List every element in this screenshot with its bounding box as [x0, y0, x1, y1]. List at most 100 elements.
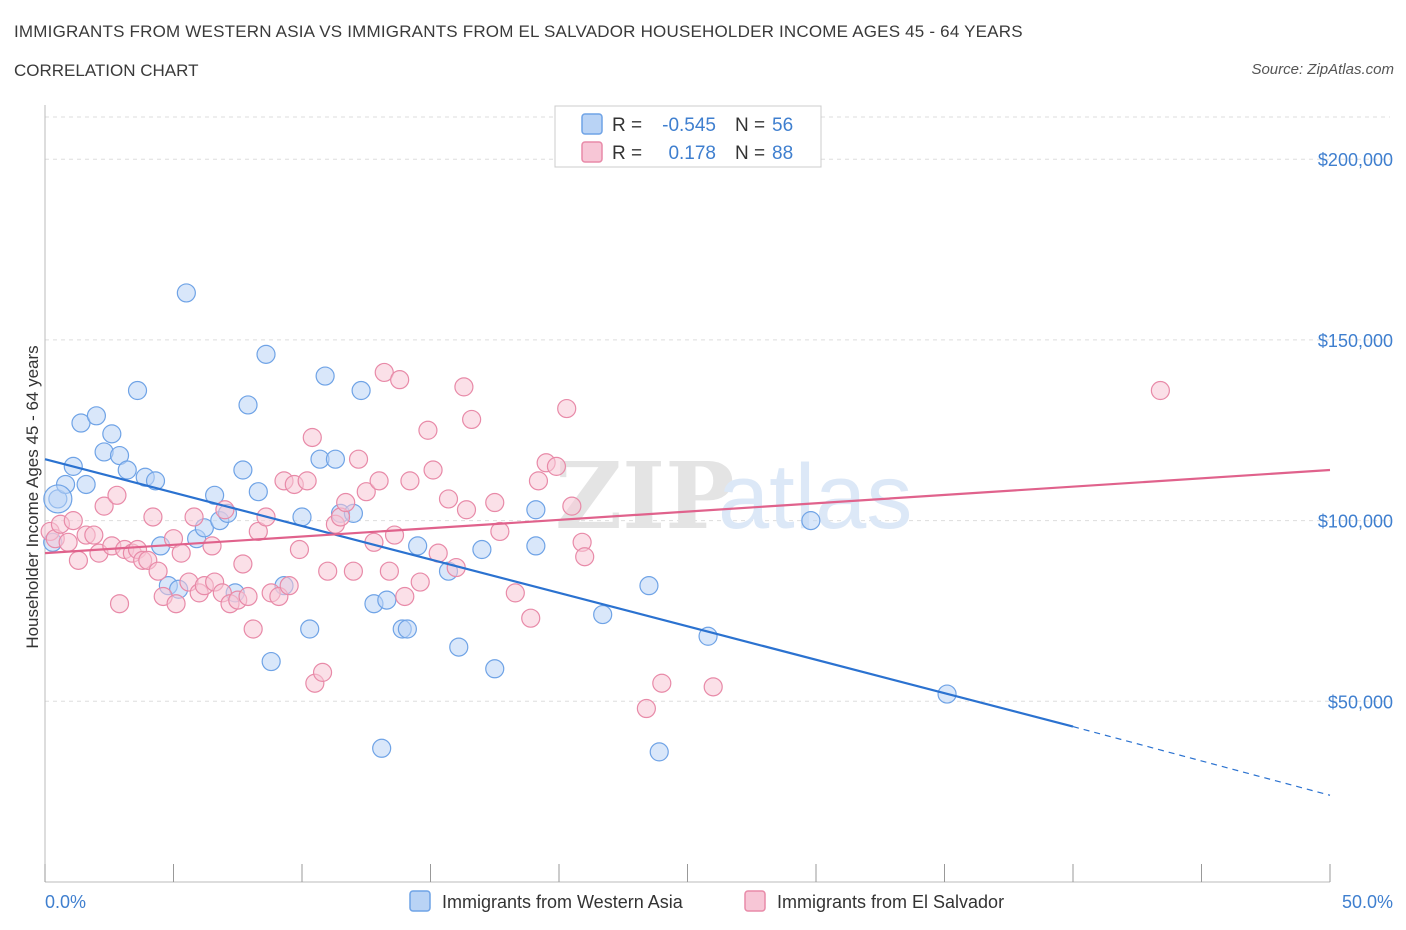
point-el-salvador-45 [297, 471, 317, 491]
point-el-salvador-58 [374, 362, 394, 383]
y-tick-label-1: $100,000 [1318, 512, 1393, 532]
point-western-asia-13 [145, 471, 166, 491]
point-el-salvador-44 [289, 539, 310, 560]
point-el-salvador-61 [390, 370, 410, 390]
point-western-asia-8 [102, 424, 122, 444]
point-el-salvador-79 [546, 456, 567, 476]
point-el-salvador-71 [456, 500, 477, 520]
point-el-salvador-70 [454, 377, 474, 397]
point-western-asia-26 [248, 482, 268, 502]
point-western-asia-cluster [43, 484, 73, 514]
point-el-salvador-75 [505, 583, 525, 603]
point-el-salvador-76 [521, 608, 541, 628]
legend-n-value-1: 56 [772, 115, 793, 136]
point-el-salvador-68 [438, 489, 459, 509]
point-el-salvador-81 [562, 496, 582, 516]
point-el-salvador-28 [202, 536, 222, 556]
source-label: Source: ZipAtlas.com [1251, 61, 1394, 78]
point-el-salvador-18 [143, 507, 163, 527]
watermark-atlas: atlas [718, 446, 912, 548]
point-western-asia-46 [472, 539, 492, 560]
point-el-salvador-59 [379, 561, 399, 581]
chart-title: IMMIGRANTS FROM WESTERN ASIA VS IMMIGRAN… [14, 22, 1023, 41]
point-el-salvador-49 [318, 561, 338, 581]
point-western-asia-40 [372, 738, 392, 758]
point-el-salvador-87 [1150, 380, 1170, 401]
point-western-asia-37 [351, 380, 371, 401]
series-el-salvador-points [40, 362, 1170, 719]
point-el-salvador-7 [84, 525, 104, 545]
y-tick-label-3: $200,000 [1318, 150, 1393, 170]
point-western-asia-31 [300, 619, 320, 639]
point-el-salvador-63 [400, 471, 420, 491]
point-western-asia-6 [86, 406, 107, 426]
point-western-asia-28 [261, 651, 281, 672]
point-el-salvador-74 [490, 521, 510, 542]
point-el-salvador-35 [238, 586, 258, 607]
bottom-legend-swatch-blue [409, 890, 431, 912]
legend-swatch-pink [581, 141, 603, 163]
point-el-salvador-36 [243, 619, 263, 639]
point-el-salvador-55 [356, 482, 376, 502]
watermark-zip: ZIP [555, 442, 734, 550]
point-el-salvador-65 [418, 420, 438, 440]
chart-subtitle: CORRELATION CHART [14, 61, 199, 80]
point-western-asia-17 [176, 283, 196, 303]
legend-swatch-blue [581, 113, 603, 135]
point-el-salvador-52 [336, 492, 356, 513]
point-western-asia-33 [315, 366, 335, 386]
point-el-salvador-62 [395, 586, 415, 607]
point-el-salvador-5 [68, 550, 89, 570]
y-tick-label-0: $50,000 [1328, 692, 1393, 712]
point-el-salvador-84 [636, 698, 656, 719]
bottom-legend-label-el-salvador: Immigrants from El Salvador [777, 892, 1004, 912]
legend-n-value-2: 88 [772, 143, 793, 164]
point-el-salvador-19 [148, 561, 168, 581]
point-el-salvador-12 [109, 594, 130, 614]
point-el-salvador-25 [184, 507, 204, 527]
point-el-salvador-72 [462, 409, 482, 430]
point-el-salvador-73 [485, 492, 505, 513]
legend-r-value-2: 0.178 [668, 143, 716, 164]
point-el-salvador-80 [557, 398, 577, 419]
legend-r-value-1: -0.545 [662, 115, 716, 136]
point-western-asia-49 [526, 536, 546, 556]
point-el-salvador-48 [312, 662, 333, 682]
point-el-salvador-22 [166, 594, 186, 614]
legend-r-label-1: R = [612, 115, 642, 136]
legend-r-label-2: R = [612, 143, 642, 164]
point-el-salvador-23 [171, 543, 191, 563]
trend-line-western-asia-projection [1072, 726, 1331, 796]
point-western-asia-24 [233, 460, 253, 480]
point-western-asia-10 [117, 460, 137, 480]
x-tick-labels: 0.0% 50.0% [45, 892, 1393, 912]
point-western-asia-5 [76, 474, 96, 495]
point-el-salvador-4 [63, 511, 83, 531]
point-western-asia-50 [593, 604, 613, 625]
series-western-asia-points [43, 283, 957, 762]
point-el-salvador-34 [233, 554, 253, 574]
point-western-asia-27 [256, 344, 276, 364]
bottom-legend-swatch-pink [744, 890, 766, 912]
point-el-salvador-66 [423, 460, 443, 480]
point-el-salvador-77 [528, 471, 549, 491]
point-el-salvador-60 [384, 525, 405, 545]
point-western-asia-25 [238, 395, 258, 415]
point-el-salvador-11 [107, 485, 127, 505]
trend-line-western-asia [44, 458, 1074, 728]
y-axis-title: Householder Income Ages 45 - 64 years [23, 345, 42, 648]
y-tick-labels: $50,000 $100,000 $150,000 $200,000 [1318, 150, 1393, 712]
point-western-asia-39 [377, 590, 397, 610]
point-el-salvador-9 [94, 496, 114, 516]
point-western-asia-43 [408, 536, 428, 556]
point-el-salvador-54 [348, 449, 369, 469]
point-western-asia-51 [639, 576, 659, 596]
correlation-legend: R = -0.545 N = 56 R = 0.178 N = 88 [554, 105, 822, 168]
trend-line-el-salvador [44, 468, 1331, 555]
point-el-salvador-64 [410, 572, 430, 592]
point-western-asia-47 [485, 659, 505, 679]
point-el-salvador-85 [652, 673, 672, 693]
point-el-salvador-53 [343, 561, 363, 581]
point-el-salvador-42 [279, 576, 299, 596]
point-western-asia-4 [71, 413, 91, 433]
